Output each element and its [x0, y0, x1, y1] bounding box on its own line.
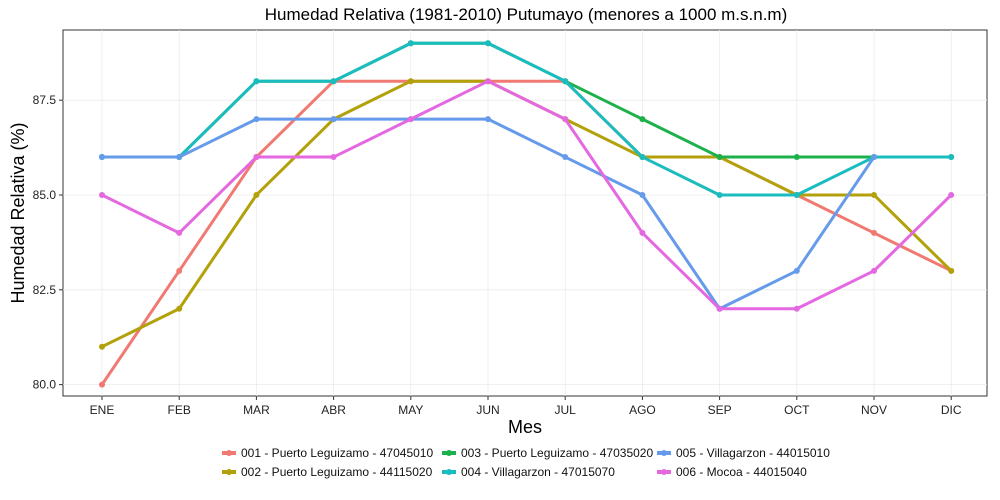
axis-layer: 80.0 82.5 85.0 87.5 ENE FEB MAR ABR MAY JUN JUL AGO… — [33, 93, 962, 417]
x-tick-label: FEB — [168, 403, 191, 417]
y-tick-label: 87.5 — [33, 93, 57, 107]
data-point — [253, 191, 260, 198]
data-point — [871, 191, 877, 198]
series-layer — [99, 40, 955, 388]
legend-label: 003 - Puerto Leguizamo - 47035020 — [461, 446, 654, 460]
data-point — [176, 229, 183, 236]
legend-item: 003 - Puerto Leguizamo - 47035020 — [442, 446, 653, 460]
legend-key — [222, 469, 236, 475]
legend-item: 005 - Villagarzon - 44015010 — [657, 446, 830, 460]
data-point — [948, 191, 955, 198]
chart-title: Humedad Relativa (1981-2010) Putumayo (m… — [265, 5, 788, 24]
y-tick-label: 80.0 — [33, 378, 57, 392]
x-tick-label: DIC — [941, 403, 962, 417]
data-point — [253, 154, 260, 161]
x-tick-label: ABR — [321, 403, 346, 417]
data-point — [562, 154, 569, 161]
data-point — [948, 267, 955, 274]
legend-label: 005 - Villagarzon - 44015010 — [676, 446, 830, 460]
legend-key — [442, 450, 456, 456]
data-point — [793, 154, 800, 161]
legend-key — [222, 450, 236, 456]
series-line — [100, 79, 952, 386]
legend-label: 002 - Puerto Leguizamo - 44115020 — [241, 465, 433, 479]
y-tick-label: 85.0 — [33, 188, 57, 202]
legend-label: 001 - Puerto Leguizamo - 47045010 — [241, 446, 434, 460]
data-point — [639, 191, 646, 198]
data-point — [330, 154, 337, 161]
data-point — [176, 154, 183, 161]
data-point — [176, 305, 183, 312]
data-point — [99, 381, 105, 388]
legend-item: 002 - Puerto Leguizamo - 44115020 — [222, 465, 432, 479]
legend-label: 006 - Mocoa - 44015040 — [676, 465, 807, 479]
data-point — [485, 78, 491, 85]
x-tick-label: NOV — [861, 403, 887, 417]
data-point — [639, 116, 646, 123]
legend-key — [442, 469, 456, 475]
data-point — [716, 191, 723, 198]
data-point — [176, 267, 183, 274]
data-point — [793, 267, 800, 274]
legend-item: 001 - Puerto Leguizamo - 47045010 — [222, 446, 433, 460]
y-tick-label: 82.5 — [33, 283, 57, 297]
legend-item: 004 - Villagarzon - 47015070 — [442, 465, 615, 479]
data-point — [793, 305, 800, 312]
data-point — [948, 154, 955, 161]
series-line — [101, 79, 953, 311]
data-point — [639, 229, 646, 236]
data-point — [485, 40, 491, 47]
data-point — [485, 116, 491, 123]
x-tick-label: MAR — [243, 403, 270, 417]
series-line — [102, 41, 952, 197]
legend-key — [657, 469, 671, 475]
data-point — [562, 116, 569, 123]
legend-item: 006 - Mocoa - 44015040 — [657, 465, 807, 479]
x-tick-label: MAY — [398, 403, 423, 417]
data-point — [330, 116, 337, 123]
data-point — [407, 116, 414, 123]
x-tick-label: AGO — [629, 403, 656, 417]
data-point — [330, 78, 337, 85]
x-tick-label: ENE — [90, 403, 115, 417]
data-point — [407, 78, 414, 85]
data-point — [716, 154, 723, 161]
data-point — [871, 229, 877, 236]
x-tick-label: SEP — [708, 403, 732, 417]
data-point — [99, 154, 105, 161]
y-axis-title: Humedad Relativa (%) — [8, 122, 28, 303]
data-point — [871, 267, 877, 274]
x-tick-label: JUN — [476, 403, 499, 417]
data-point — [716, 305, 723, 312]
x-axis-title: Mes — [508, 417, 542, 437]
data-point — [99, 191, 105, 198]
data-point — [793, 191, 800, 198]
data-point — [639, 154, 646, 161]
x-tick-label: JUL — [555, 403, 577, 417]
grid-lines — [63, 30, 987, 396]
legend-key — [657, 450, 671, 456]
data-point — [253, 78, 260, 85]
data-point — [871, 154, 877, 161]
data-point — [562, 78, 569, 85]
legend-label: 004 - Villagarzon - 47015070 — [461, 465, 615, 479]
data-point — [99, 343, 105, 350]
series-6 — [99, 78, 955, 312]
x-tick-label: OCT — [784, 403, 810, 417]
data-point — [253, 116, 260, 123]
data-point — [407, 40, 414, 47]
